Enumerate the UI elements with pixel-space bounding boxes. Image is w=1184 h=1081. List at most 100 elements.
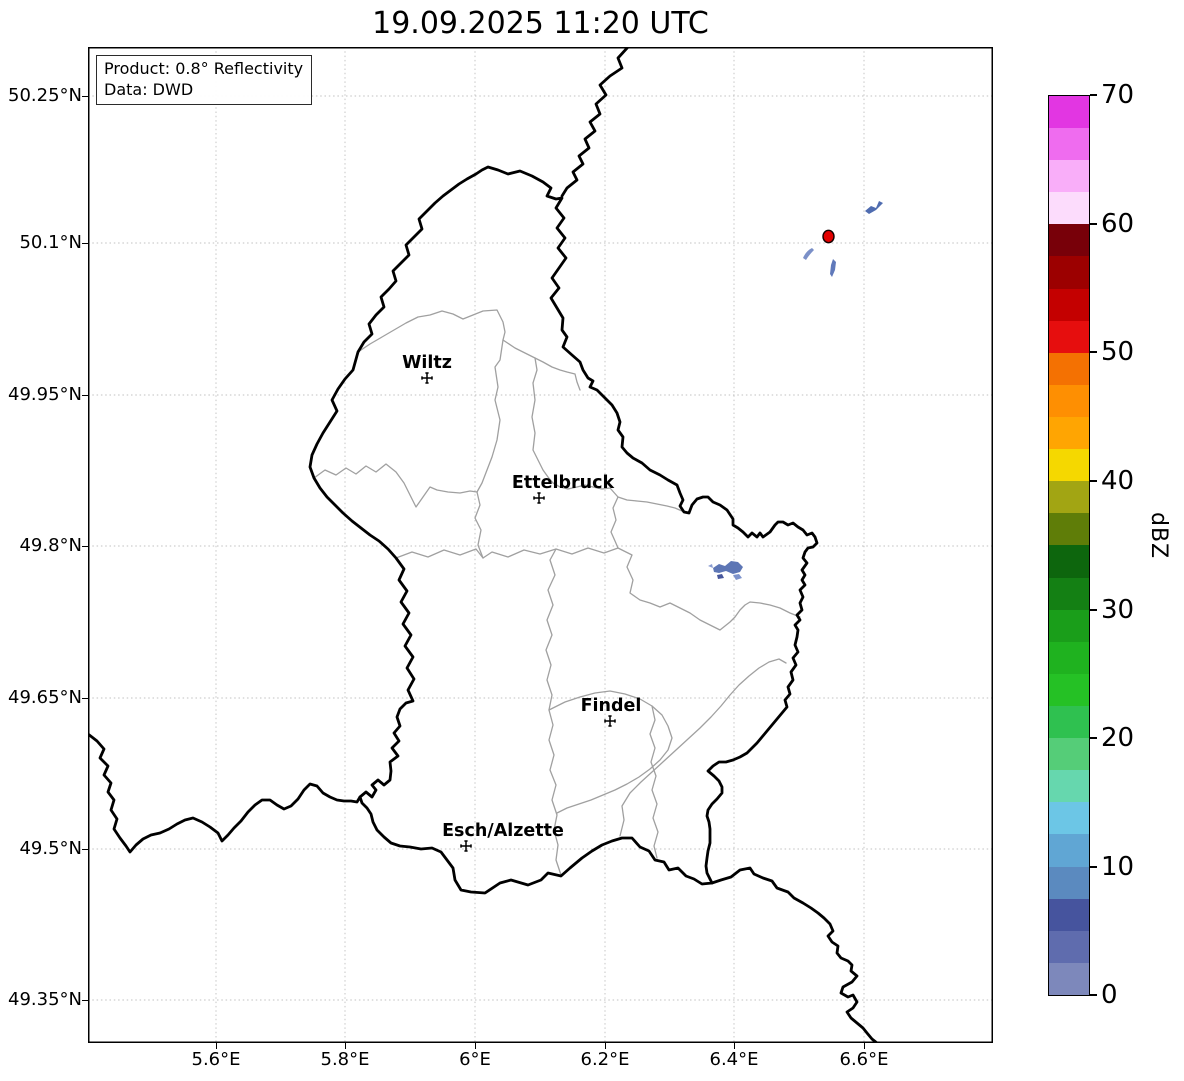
lat-tick-mark <box>82 95 88 97</box>
plot-border <box>88 47 993 1043</box>
map-canvas: Wiltz Ettelbruck Findel Esch/Alzette <box>88 47 993 1043</box>
district-luxembourg-loop <box>548 690 673 814</box>
colorbar-tick-label: 0 <box>1101 980 1118 1010</box>
lat-tick-mark <box>82 999 88 1001</box>
colorbar-segment <box>1049 417 1089 450</box>
lon-tick-mark <box>215 1043 217 1049</box>
lon-tick-label: 6.2°E <box>580 1049 630 1070</box>
lat-tick-mark <box>82 545 88 547</box>
district-mid-east-west <box>395 547 801 631</box>
colorbar-tick-mark <box>1090 351 1097 353</box>
colorbar-tick-mark <box>1090 480 1097 482</box>
city-label: Ettelbruck <box>512 473 615 493</box>
district-wiltz-redange <box>313 463 478 508</box>
colorbar-segment <box>1049 128 1089 161</box>
city-marker <box>604 715 616 727</box>
lat-tick-label: 49.8°N <box>19 535 82 556</box>
district-luxembourg-spur <box>649 705 659 859</box>
city-label: Findel <box>581 696 642 716</box>
data-source-line: Data: DWD <box>104 80 194 99</box>
colorbar-segment <box>1049 95 1089 129</box>
colorbar-segment <box>1049 866 1089 899</box>
lon-tick-label: 6.4°E <box>709 1049 759 1070</box>
colorbar-segment <box>1049 641 1089 674</box>
figure-title: 19.09.2025 11:20 UTC <box>372 6 709 41</box>
colorbar-segment <box>1049 192 1089 225</box>
colorbar-tick-label: 70 <box>1101 80 1135 110</box>
product-info-line: Product: 0.8° Reflectivity <box>104 59 304 78</box>
colorbar-segment <box>1049 834 1089 867</box>
city-label: Wiltz <box>402 353 452 373</box>
lon-tick-mark <box>863 1043 865 1049</box>
colorbar-tick-label: 50 <box>1101 337 1135 367</box>
colorbar-tick-mark <box>1090 994 1097 996</box>
colorbar-segment <box>1049 802 1089 835</box>
reflectivity-colorbar <box>1048 95 1090 996</box>
lat-tick-label: 49.5°N <box>19 838 82 859</box>
product-info-box: Product: 0.8° Reflectivity Data: DWD <box>96 55 313 105</box>
lon-tick-mark <box>344 1043 346 1049</box>
lat-tick-label: 50.1°N <box>19 232 82 253</box>
echo-south-of-radar <box>830 259 836 277</box>
lat-tick-label: 49.35°N <box>8 989 82 1010</box>
lat-tick-mark <box>82 848 88 850</box>
lon-tick-label: 5.6°E <box>191 1049 241 1070</box>
colorbar-tick-mark <box>1090 223 1097 225</box>
lat-tick-label: 50.25°N <box>8 85 82 106</box>
colorbar-tick-label: 40 <box>1101 466 1135 496</box>
colorbar-tick-mark <box>1090 737 1097 739</box>
colorbar-segment <box>1049 384 1089 418</box>
city-label: Esch/Alzette <box>442 821 564 841</box>
lon-tick-label: 5.8°E <box>320 1049 370 1070</box>
echo-central-speck-3 <box>708 564 713 568</box>
luxembourg-border <box>308 165 819 895</box>
city-marker <box>421 372 433 384</box>
colorbar-segment <box>1049 738 1089 771</box>
colorbar-unit-label: dBZ <box>1146 512 1171 560</box>
colorbar-segment <box>1049 481 1089 514</box>
echo-central-speck-2 <box>733 574 742 580</box>
colorbar-segment <box>1049 513 1089 546</box>
lat-tick-mark <box>82 242 88 244</box>
district-echternach-west <box>610 496 619 549</box>
lon-tick-mark <box>604 1043 606 1049</box>
echo-central-speck-1 <box>717 574 724 579</box>
colorbar-segment <box>1049 770 1089 803</box>
colorbar-tick-mark <box>1090 866 1097 868</box>
lon-tick-label: 6°E <box>459 1049 491 1070</box>
map-plot-area: Wiltz Ettelbruck Findel Esch/Alzette <box>88 47 993 1043</box>
colorbar-segment <box>1049 224 1089 257</box>
echo-west-of-radar <box>803 248 814 260</box>
colorbar-segment <box>1049 449 1089 482</box>
city-marker <box>533 492 545 504</box>
colorbar-segment <box>1049 160 1089 193</box>
colorbar-tick-mark <box>1090 94 1097 96</box>
colorbar-segment <box>1049 898 1089 931</box>
district-remich-grevenmacher <box>619 658 787 837</box>
colorbar-segment <box>1049 320 1089 353</box>
lon-tick-mark <box>733 1043 735 1049</box>
radar-site-marker <box>822 229 835 244</box>
lat-tick-label: 49.65°N <box>8 687 82 708</box>
colorbar-tick-label: 60 <box>1101 209 1135 239</box>
colorbar-segment <box>1049 962 1089 995</box>
colorbar-tick-mark <box>1090 609 1097 611</box>
city-marker <box>460 840 472 852</box>
lon-tick-label: 6.6°E <box>839 1049 889 1070</box>
colorbar-tick-label: 10 <box>1101 852 1135 882</box>
colorbar-segment <box>1049 577 1089 610</box>
colorbar-segment <box>1049 352 1089 385</box>
lat-tick-mark <box>82 394 88 396</box>
german-border-north <box>560 47 630 198</box>
colorbar-tick-label: 20 <box>1101 723 1135 753</box>
colorbar-segment <box>1049 706 1089 739</box>
colorbar-segment <box>1049 673 1089 707</box>
french-border-west <box>88 732 362 854</box>
colorbar-segment <box>1049 930 1089 963</box>
district-vianden <box>502 339 581 391</box>
colorbar-segment <box>1049 288 1089 321</box>
lat-tick-label: 49.95°N <box>8 384 82 405</box>
district-diekirch-south <box>531 357 683 512</box>
colorbar-segment <box>1049 545 1089 578</box>
